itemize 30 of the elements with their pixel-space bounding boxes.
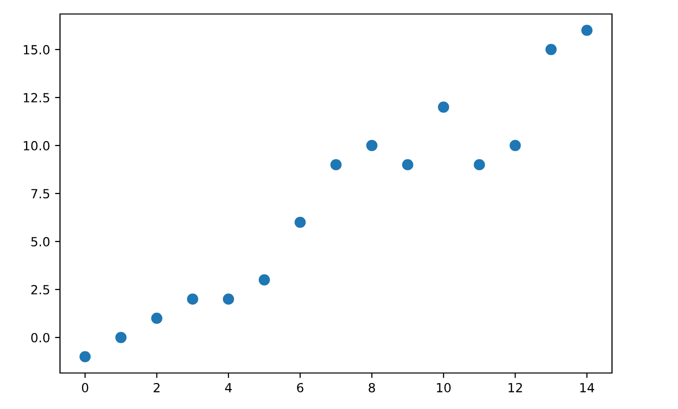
point: [187, 293, 198, 305]
point: [115, 332, 127, 344]
y-tick-label: 5.0: [31, 236, 50, 246]
x-tick-label: 4: [225, 383, 232, 392]
x-tick-label: 8: [368, 382, 375, 392]
point: [366, 140, 378, 152]
y-tick-label: 10.0: [24, 140, 50, 150]
y-tick-label: 7.5: [31, 189, 50, 198]
point: [545, 44, 557, 56]
point: [79, 351, 91, 362]
point: [330, 159, 342, 170]
point: [438, 102, 450, 113]
x-tick-label: 2: [154, 382, 160, 392]
x-tick-label: 12: [508, 382, 522, 392]
point: [151, 312, 162, 324]
x-tick-label: 10: [436, 382, 451, 392]
x-tick-label: 14: [580, 383, 594, 392]
x-tick-label: 6: [297, 382, 304, 392]
point: [510, 140, 521, 152]
point: [581, 24, 593, 36]
point: [258, 274, 270, 286]
point: [402, 159, 414, 170]
x-tick-label: 0: [82, 382, 88, 392]
point: [474, 159, 485, 170]
y-tick-label: 12.5: [24, 92, 50, 102]
y-tick-label: 15.0: [24, 44, 50, 54]
y-tick-label: 0.0: [31, 332, 50, 342]
point: [294, 216, 306, 228]
point: [222, 293, 234, 305]
y-tick-label: 2.5: [31, 284, 50, 294]
